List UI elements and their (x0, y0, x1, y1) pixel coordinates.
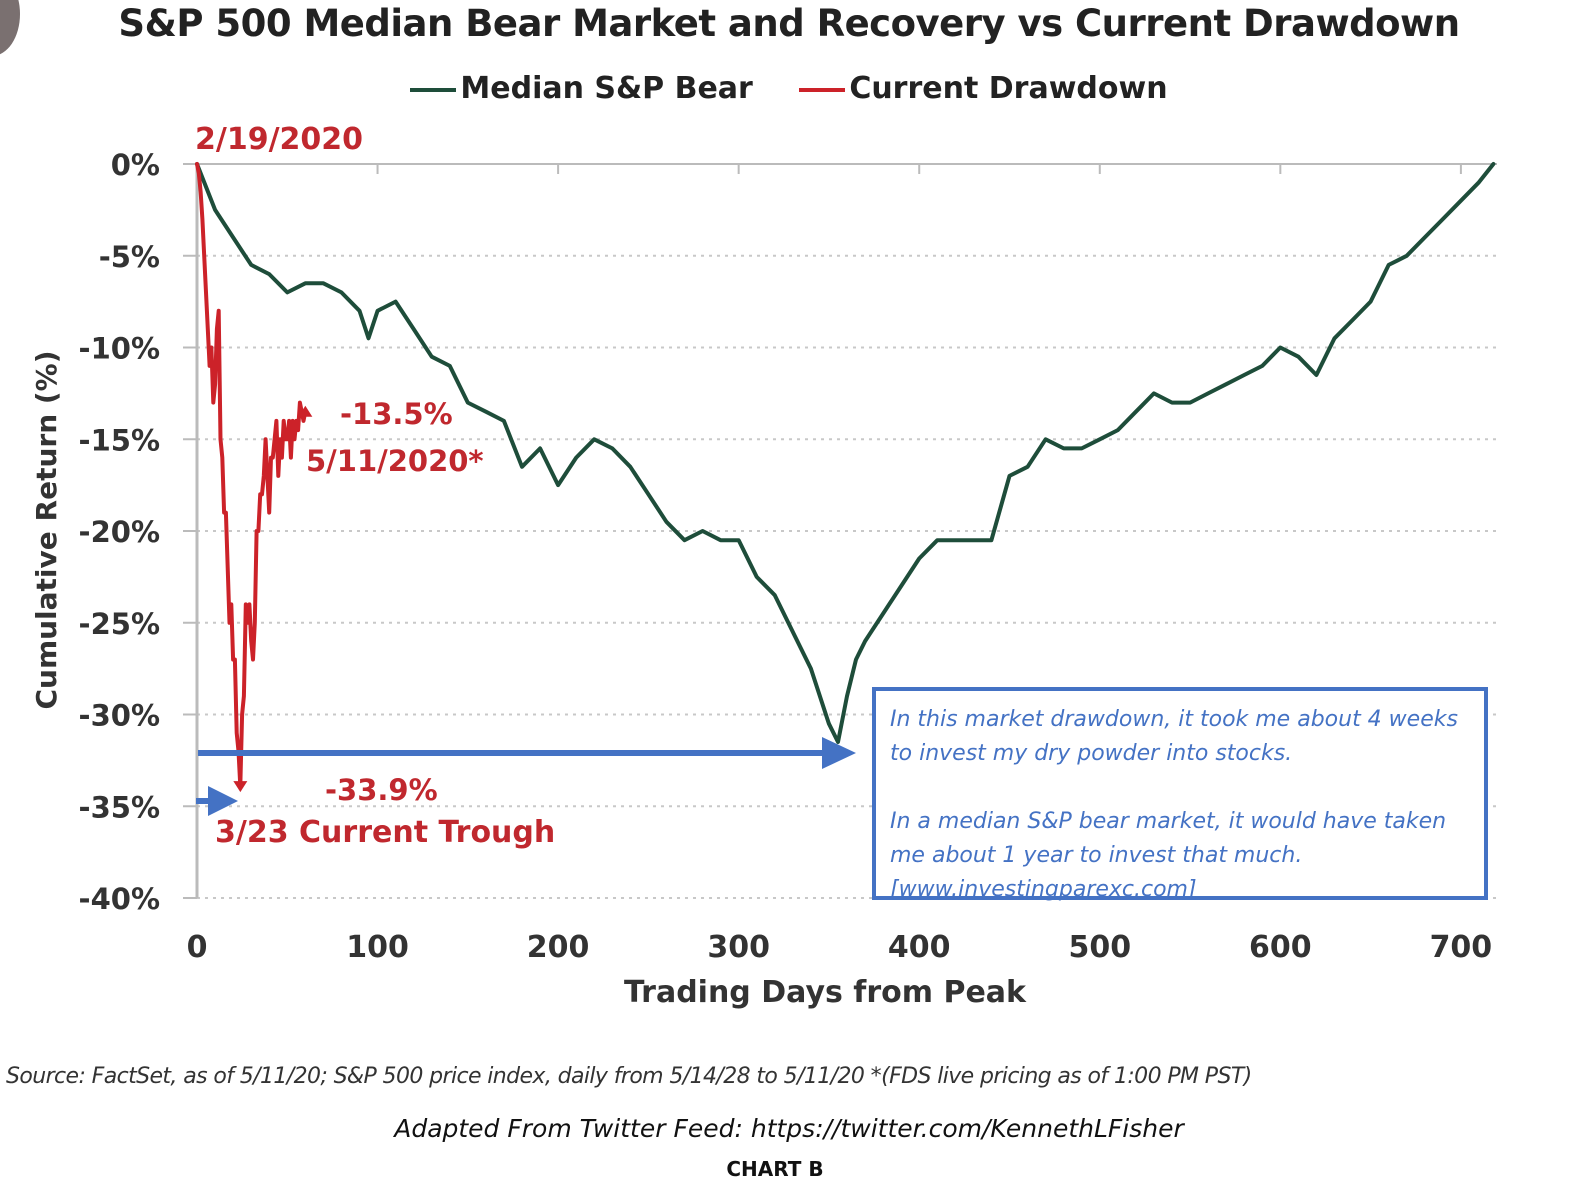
y-tick-label: -20% (79, 515, 160, 549)
latest-marker (298, 405, 313, 417)
chart-label: CHART B (726, 1157, 824, 1181)
adapted-note: Adapted From Twitter Feed: https://twitt… (394, 1114, 1184, 1143)
y-tick-label: -10% (79, 332, 160, 366)
x-tick-label: 100 (346, 930, 409, 965)
x-tick-label: 500 (1068, 930, 1131, 965)
y-tick-label: -15% (79, 423, 160, 457)
legend-swatch-current (799, 87, 846, 92)
x-tick-label: 400 (888, 930, 951, 965)
chart-plot: 0% -5% -10% -15% -20% -25% -30% -35% -40% 0 100 200… (30, 122, 1497, 1010)
x-tick-label: 600 (1249, 930, 1312, 965)
callout-line-1: In this market drawdown, it took me abou… (890, 707, 1458, 732)
x-tick-label: 0 (187, 930, 208, 965)
y-tick-label: -5% (99, 240, 160, 274)
current-date-annotation: 5/11/2020* (306, 444, 484, 478)
callout-line-5: [www.investingparexc.com] (890, 877, 1197, 902)
tick-labels: 0% -5% -10% -15% -20% -25% -30% -35% -40% 0 100 200… (79, 148, 1493, 965)
x-tick-label: 700 (1430, 930, 1493, 965)
source-note: Source: FactSet, as of 5/11/20; S&P 500 … (6, 1064, 1252, 1089)
y-tick-label: -35% (79, 790, 160, 824)
legend-item-median: Median S&P Bear (410, 71, 753, 106)
arrows (196, 737, 856, 816)
y-tick-label: 0% (111, 148, 160, 182)
long-arrow-head (822, 737, 856, 769)
y-tick-label: -30% (79, 699, 160, 733)
x-tick-label: 200 (527, 930, 590, 965)
x-tick-label: 300 (707, 930, 770, 965)
legend-label-median: Median S&P Bear (460, 71, 753, 106)
peak-date-annotation: 2/19/2020 (195, 122, 363, 157)
axes (183, 163, 1497, 899)
y-tick-label: -40% (79, 882, 160, 916)
callout-line-3: In a median S&P bear market, it would ha… (890, 809, 1447, 834)
grid (197, 254, 1497, 899)
legend-label-current: Current Drawdown (849, 71, 1168, 106)
current-value-annotation: -13.5% (340, 397, 453, 431)
callout-line-2: to invest my dry powder into stocks. (890, 741, 1293, 766)
callout-line-4: me about 1 year to invest that much. (890, 843, 1303, 868)
current-drawdown-line (195, 162, 308, 789)
y-axis-label: Cumulative Return (%) (30, 350, 63, 709)
trough-marker (233, 781, 248, 793)
series-lines (195, 162, 1496, 793)
y-tick-label: -25% (79, 607, 160, 641)
trough-label-annotation: 3/23 Current Trough (215, 815, 555, 850)
legend-item-current: Current Drawdown (799, 71, 1168, 106)
callout-box: In this market drawdown, it took me abou… (872, 687, 1488, 902)
median-bear-line (195, 162, 1496, 744)
short-arrow-head (208, 786, 238, 816)
legend-swatch-median (410, 87, 457, 92)
chart-title: S&P 500 Median Bear Market and Recovery … (118, 2, 1460, 45)
trough-value-annotation: -33.9% (325, 773, 438, 807)
x-axis-label: Trading Days from Peak (624, 975, 1027, 1010)
legend: Median S&P Bear Current Drawdown (0, 70, 1578, 106)
